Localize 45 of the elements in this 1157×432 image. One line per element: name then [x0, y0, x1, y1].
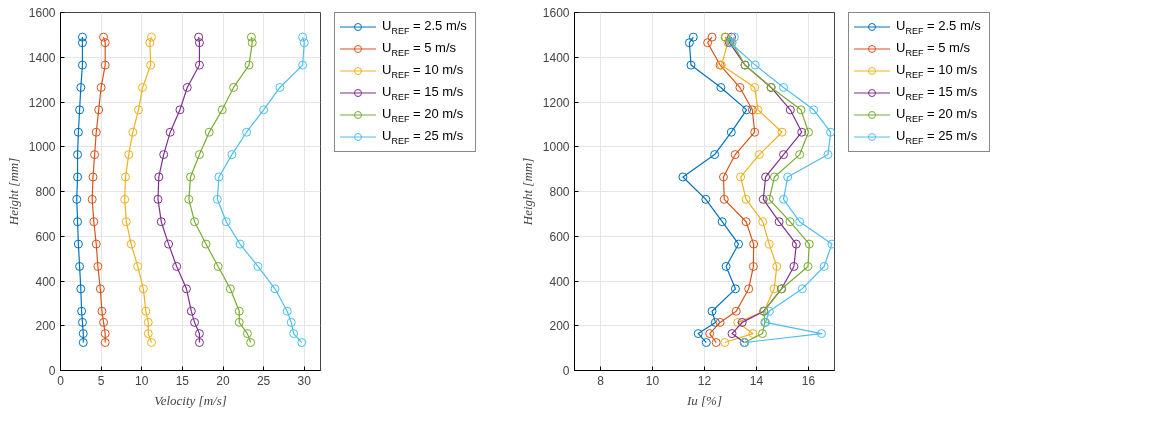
x-tick-label: 20 [216, 373, 230, 388]
legend-label: U$_{REF}$ = 25 m/s [382, 126, 464, 148]
legend-label: U$_{REF}$ = 2.5 m/s [896, 16, 981, 38]
y-tick-label: 1600 [542, 6, 570, 20]
y-tick-label: 200 [35, 319, 56, 334]
y-tick-label: 400 [549, 274, 570, 289]
legend-label: U$_{REF}$ = 10 m/s [896, 60, 978, 82]
y-tick-label: 1200 [28, 95, 56, 110]
y-tick-label: 1400 [28, 50, 56, 65]
x-axis-title: Iu [%] [685, 392, 723, 408]
legend-label: U$_{REF}$ = 10 m/s [382, 60, 464, 82]
y-tick-label: 800 [549, 185, 570, 199]
y-tick-label: 1000 [28, 140, 56, 155]
x-axis-title: Velocity [m/s] [154, 392, 227, 408]
legend-label: U$_{REF}$ = 20 m/s [382, 104, 464, 126]
y-tick-label: 200 [549, 319, 570, 334]
legend-label: U$_{REF}$ = 20 m/s [896, 104, 978, 126]
x-tick-label: 8 [597, 373, 605, 388]
x-tick-label: 30 [297, 373, 312, 388]
y-tick-label: 1400 [542, 50, 570, 65]
legend-label: U$_{REF}$ = 15 m/s [896, 82, 978, 104]
y-axis-title: Height [mm] [519, 157, 535, 227]
legend-label: U$_{REF}$ = 15 m/s [382, 82, 464, 104]
legend-label: U$_{REF}$ = 5 m/s [382, 38, 456, 60]
x-tick-label: 10 [135, 373, 149, 388]
y-tick-label: 800 [35, 185, 56, 199]
x-tick-label: 25 [256, 373, 271, 388]
y-tick-label: 600 [35, 229, 56, 244]
legend-label: U$_{REF}$ = 25 m/s [896, 126, 978, 148]
y-tick-label: 1600 [28, 6, 56, 20]
x-tick-label: 10 [645, 373, 660, 388]
x-tick-label: 15 [175, 373, 190, 388]
y-tick-label: 600 [549, 229, 570, 244]
x-tick-label: 12 [697, 373, 712, 388]
y-tick-label: 1000 [542, 140, 570, 155]
x-tick-label: 16 [801, 373, 816, 388]
y-tick-label: 0 [48, 364, 56, 378]
legend-label: U$_{REF}$ = 2.5 m/s [382, 16, 467, 38]
legend-label: U$_{REF}$ = 5 m/s [896, 38, 970, 60]
y-axis-title: Height [mm] [5, 157, 21, 227]
y-tick-label: 1200 [542, 95, 570, 110]
x-tick-label: 14 [749, 373, 764, 388]
y-tick-label: 0 [562, 364, 570, 378]
y-tick-label: 400 [35, 274, 56, 289]
x-tick-label: 5 [97, 373, 105, 388]
